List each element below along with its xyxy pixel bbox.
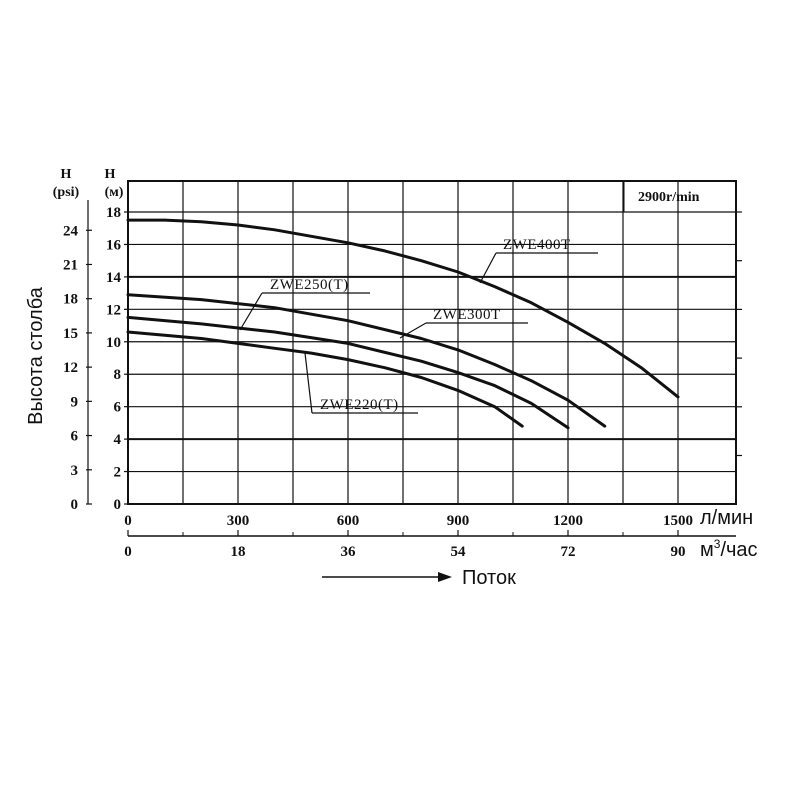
x-lpm-tick-label: 300 bbox=[227, 513, 250, 529]
y-psi-tick-label: 0 bbox=[71, 497, 79, 513]
x-m3h-tick-label: 36 bbox=[341, 544, 357, 560]
x-lpm-tick-label: 0 bbox=[124, 513, 132, 529]
curve-label-leader bbox=[479, 252, 497, 284]
x-lpm-tick-label: 1200 bbox=[553, 513, 583, 529]
x-m3h-tick-label: 54 bbox=[451, 544, 467, 560]
curve-label-leader bbox=[304, 352, 313, 414]
curve-label: ZWE400T bbox=[503, 237, 571, 253]
y-m-header-unit: (м) bbox=[105, 185, 124, 200]
y-axis-title: Высота столба bbox=[25, 286, 47, 425]
y-psi-tick-label: 9 bbox=[71, 394, 79, 410]
x-lpm-tick-label: 1500 bbox=[663, 513, 693, 529]
y-psi-header-top: H bbox=[61, 167, 72, 182]
flow-arrow-head bbox=[438, 572, 452, 582]
x-m3h-unit-suffix: /час bbox=[720, 539, 757, 561]
x-m3h-unit-sup: 3 bbox=[714, 537, 721, 551]
curve-label: ZWE220(T) bbox=[320, 397, 399, 413]
y-m-tick-label: 10 bbox=[106, 335, 121, 351]
y-m-tick-label: 2 bbox=[114, 465, 122, 481]
y-m-tick-label: 4 bbox=[114, 432, 122, 448]
y-psi-tick-label: 24 bbox=[63, 223, 79, 239]
y-psi-tick-label: 18 bbox=[63, 292, 78, 308]
y-psi-header-unit: (psi) bbox=[53, 185, 80, 200]
grid bbox=[128, 181, 742, 504]
y-m-tick-label: 14 bbox=[106, 270, 122, 286]
y-m-tick-label: 16 bbox=[106, 237, 122, 253]
x-lpm-unit: л/мин bbox=[700, 507, 753, 529]
plot-frame bbox=[127, 180, 737, 505]
curve-zwe400t bbox=[126, 218, 680, 399]
curves bbox=[126, 218, 680, 430]
curve-zwe300t bbox=[126, 293, 607, 428]
x-m3h-tick-label: 90 bbox=[671, 544, 686, 560]
x-m3h-unit-prefix: м bbox=[700, 539, 714, 561]
y-psi-tick-label: 12 bbox=[63, 360, 78, 376]
curve-label-leader bbox=[239, 292, 263, 331]
x-m3h-tick-label: 0 bbox=[124, 544, 132, 560]
y-m-tick-label: 12 bbox=[106, 302, 121, 318]
speed-label: 2900r/min bbox=[638, 190, 700, 205]
curve-labels: ZWE400T ZWE300T ZWE250(T) ZWE220(T) bbox=[239, 237, 598, 414]
y-psi-tick-label: 21 bbox=[63, 257, 78, 273]
y-psi-tick-label: 3 bbox=[71, 463, 79, 479]
x-m3h-unit: м3/час bbox=[700, 537, 758, 561]
y-m-tick-label: 18 bbox=[106, 205, 121, 221]
y-psi-tick-label: 15 bbox=[63, 326, 78, 342]
y-m-tick-label: 6 bbox=[114, 400, 122, 416]
x-lpm-tick-label: 600 bbox=[337, 513, 360, 529]
y-psi-tick-label: 6 bbox=[71, 429, 79, 445]
x-axis-title: Поток bbox=[462, 567, 516, 589]
y-m-header-top: H bbox=[105, 167, 116, 182]
curve-zwe220t bbox=[126, 330, 524, 428]
y-m-tick-label: 8 bbox=[114, 367, 122, 383]
x-m3h-tick-label: 72 bbox=[561, 544, 576, 560]
curve-label-leader bbox=[399, 322, 427, 339]
x-m3h-tick-label: 18 bbox=[231, 544, 246, 560]
curve-label: ZWE250(T) bbox=[270, 277, 349, 293]
y-m-tick-label: 0 bbox=[114, 497, 122, 513]
x-lpm-tick-label: 900 bbox=[447, 513, 470, 529]
curve-zwe250t bbox=[126, 315, 570, 430]
curve-label: ZWE300T bbox=[433, 307, 501, 323]
